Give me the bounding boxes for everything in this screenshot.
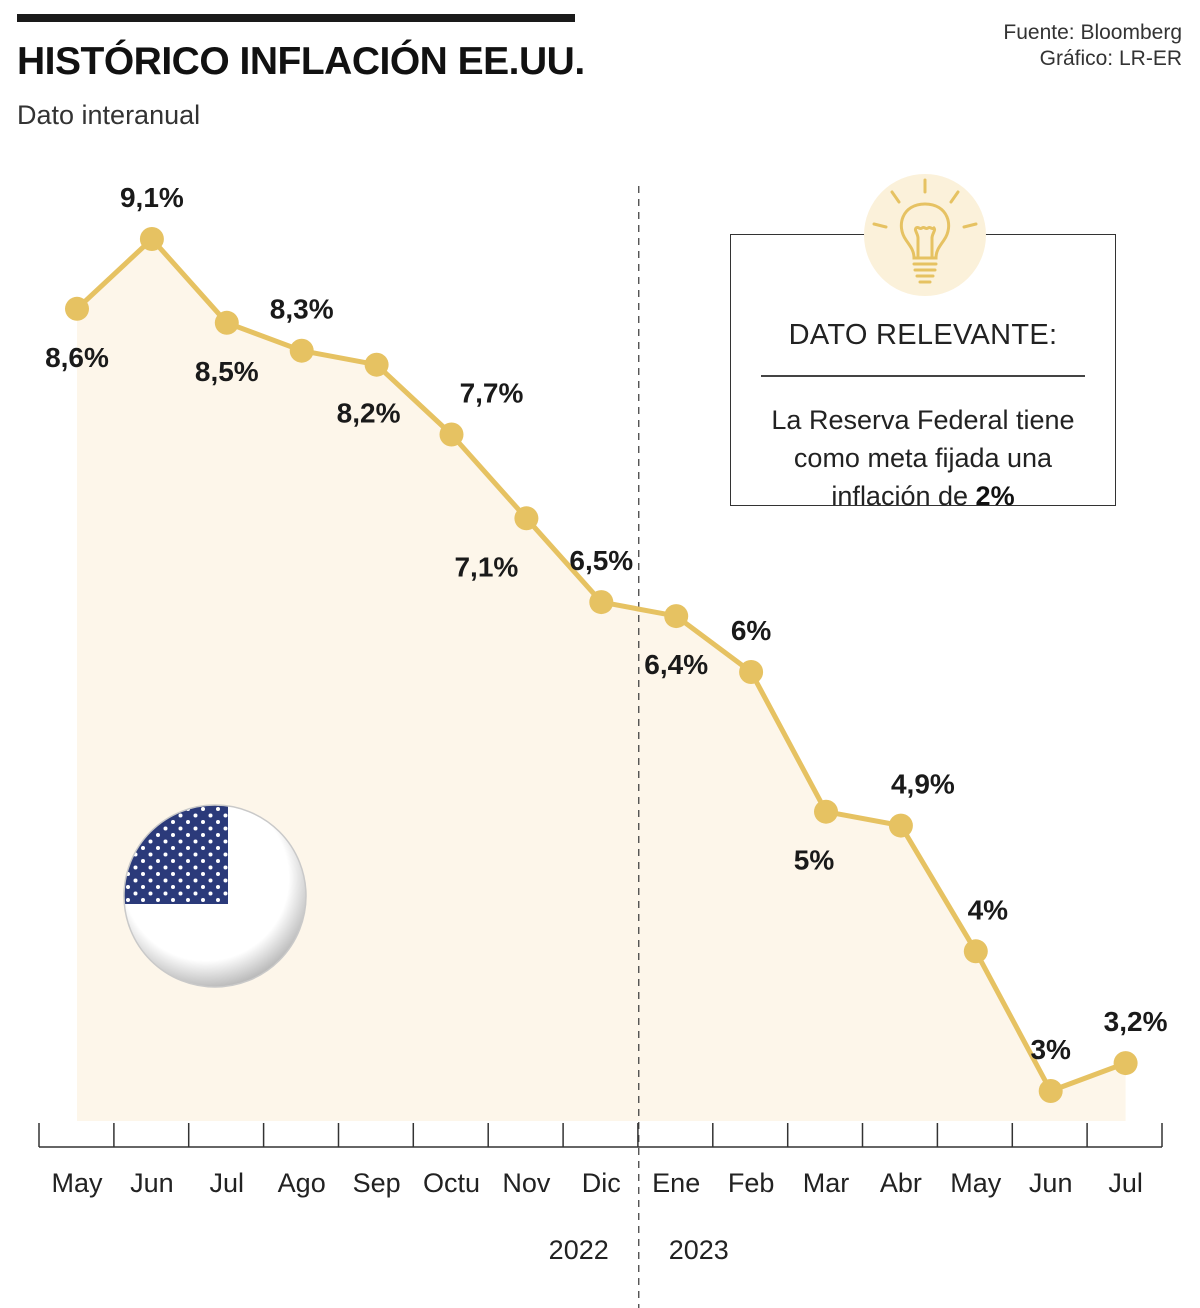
data-point (514, 506, 539, 531)
data-point (65, 296, 89, 321)
tick-labels: May Jun Jul Ago Sep Octu Nov Dic Ene Feb Mar Abr May… (51, 1168, 1142, 1198)
data-point (589, 590, 614, 615)
data-point (739, 660, 764, 684)
chart-subtitle: Dato interanual (17, 100, 201, 130)
data-point (439, 422, 464, 447)
data-points (65, 227, 1138, 1103)
data-label: 7,7% (460, 378, 524, 409)
data-label: 6% (731, 615, 772, 646)
data-point (963, 939, 988, 964)
data-label: 4% (968, 894, 1009, 925)
tick-label: Mar (803, 1168, 850, 1198)
year-labels: 2022 2023 (549, 1235, 729, 1265)
data-labels: 8,6% 9,1% 8,5% 8,3% 8,2% 7,7% 7,1% 6,5% 6,4% 6% 5%… (45, 182, 1168, 1065)
top-rule (17, 14, 575, 22)
tick-label: Jun (1029, 1168, 1073, 1198)
data-point (289, 338, 314, 363)
lightbulb-icon (864, 174, 986, 296)
data-point (664, 604, 689, 629)
data-point (1113, 1051, 1138, 1076)
data-label: 6,4% (644, 649, 708, 680)
tick-label: May (51, 1168, 103, 1198)
data-label: 8,5% (195, 356, 259, 387)
info-body-text: La Reserva Federal tiene como meta fijad… (771, 405, 1075, 511)
data-point (1038, 1079, 1063, 1103)
data-point (364, 352, 389, 377)
tick-label: Jul (1108, 1168, 1143, 1198)
data-label: 4,9% (891, 769, 955, 800)
data-label: 8,2% (337, 398, 401, 429)
year-label: 2023 (669, 1235, 729, 1265)
data-point (888, 813, 913, 838)
tick-label: Jun (130, 1168, 174, 1198)
source-credits: Fuente: Bloomberg Gráfico: LR-ER (1003, 20, 1182, 72)
info-highlight: 2% (975, 481, 1015, 511)
info-divider (761, 375, 1085, 377)
tick-label: Sep (353, 1168, 401, 1198)
tick-label: May (950, 1168, 1002, 1198)
tick-label: Ago (278, 1168, 326, 1198)
source-line: Fuente: Bloomberg (1003, 21, 1182, 44)
tick-label: Abr (880, 1168, 922, 1198)
tick-label: Feb (728, 1168, 775, 1198)
credit-line: Gráfico: LR-ER (1039, 47, 1182, 70)
tick-label: Dic (582, 1168, 621, 1198)
info-heading: DATO RELEVANTE: (788, 319, 1058, 351)
data-label: 7,1% (454, 551, 518, 582)
data-label: 8,3% (270, 294, 334, 325)
x-axis (38, 1123, 1163, 1148)
data-point (814, 799, 838, 824)
area-fill (77, 239, 1126, 1121)
tick-label: Octu (423, 1168, 480, 1198)
data-label: 8,6% (45, 342, 109, 373)
data-point (139, 227, 164, 251)
info-body: La Reserva Federal tiene como meta fijad… (741, 401, 1105, 515)
data-label: 6,5% (569, 545, 633, 576)
data-label: 3,2% (1104, 1006, 1168, 1037)
data-label: 9,1% (120, 182, 184, 213)
chart-title: HISTÓRICO INFLACIÓN EE.UU. (17, 40, 585, 83)
data-label: 5% (794, 845, 835, 876)
tick-label: Jul (210, 1168, 245, 1198)
year-label: 2022 (549, 1235, 609, 1265)
data-point (214, 310, 239, 335)
tick-label: Nov (502, 1168, 551, 1198)
data-label: 3% (1030, 1034, 1071, 1065)
tick-label: Ene (652, 1168, 700, 1198)
